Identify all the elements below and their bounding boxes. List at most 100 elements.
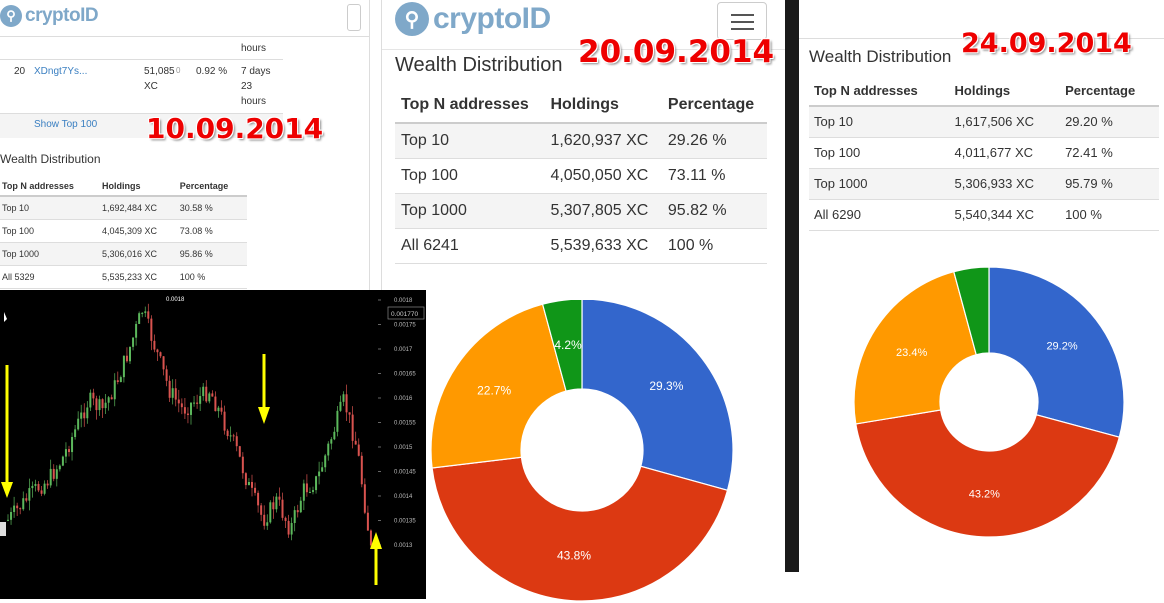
candle-body	[223, 411, 226, 431]
candle-body	[275, 496, 278, 510]
donut-slice-rest[interactable]	[541, 300, 583, 392]
holdings-cell: 5,539,633 XC	[544, 228, 662, 264]
column-header: Top N addresses	[395, 87, 545, 124]
table-row: 20 XDngt7Ys... 51,085 0 XC 0.92 % 7 days…	[0, 60, 283, 114]
date-stamp: 20.09.2014	[578, 34, 775, 70]
percent-cell: 29.26 %	[661, 123, 767, 159]
candle-body	[296, 510, 299, 513]
age-cell: 23	[241, 81, 253, 92]
candle-body	[61, 456, 64, 466]
holdings-cell: 5,306,016 XC	[99, 242, 178, 266]
candle-body	[25, 498, 28, 501]
candle-body	[336, 410, 339, 432]
candle-body	[89, 392, 92, 408]
cryptoid-logo[interactable]: ⚲ cryptoID	[395, 2, 551, 36]
wealth-distribution-title: Wealth Distribution	[395, 54, 563, 76]
wealth-distribution-table: Top N addresses Holdings Percentage Top …	[0, 176, 247, 289]
candle-body	[13, 505, 16, 512]
age-cell: hours	[241, 96, 267, 107]
candle-body	[40, 490, 43, 494]
candle-body	[37, 483, 40, 491]
candle-body	[156, 349, 159, 353]
show-top-100-link[interactable]: Show Top 100	[34, 119, 98, 130]
candle-body	[171, 388, 174, 398]
candle-body	[144, 311, 147, 313]
candle-body	[247, 481, 250, 486]
candle-body	[260, 505, 263, 515]
candle-body	[327, 443, 330, 456]
table-row: Top 10 1,692,484 XC 30.58 %	[0, 196, 247, 220]
tier-cell: Top 10	[395, 123, 545, 159]
slice-value-label: 43.8%	[557, 549, 591, 563]
donut-slice-top-101-1000[interactable]	[853, 270, 977, 425]
slice-value-label: 22.7%	[477, 384, 511, 398]
candle-body	[55, 469, 58, 479]
percent-cell: 100 %	[1060, 199, 1159, 231]
candle-body	[278, 496, 281, 500]
donut-slice-top-10[interactable]	[988, 266, 1125, 438]
price-tick-label: 0.0015	[394, 445, 413, 451]
candle-body	[71, 436, 74, 453]
holdings-cell: 4,045,309 XC	[99, 219, 178, 243]
background	[785, 572, 1164, 603]
candle-body	[159, 352, 162, 357]
tier-cell: Top 100	[395, 158, 545, 194]
candle-body	[52, 468, 55, 479]
candle-body	[251, 481, 253, 488]
donut-slice-top-10[interactable]	[581, 300, 734, 492]
panel-divider	[369, 0, 382, 290]
candle-body	[168, 380, 171, 398]
chain-link-icon: ⚲	[0, 5, 22, 27]
percent-cell: 73.08 %	[177, 219, 247, 243]
donut-slice-rest[interactable]	[953, 266, 990, 356]
candle-body	[238, 446, 241, 457]
percent-cell: 72.41 %	[1060, 137, 1159, 169]
chain-link-icon: ⚲	[395, 2, 429, 36]
candle-body	[183, 407, 186, 414]
mouse-cursor-icon	[4, 312, 7, 322]
percent-cell: 29.20 %	[1060, 106, 1159, 138]
holdings-cell: 5,306,933 XC	[949, 168, 1061, 200]
candle-body	[186, 413, 189, 415]
candle-body	[263, 514, 266, 526]
candle-body	[302, 483, 305, 501]
menu-icon	[731, 14, 754, 16]
candle-body	[208, 393, 211, 402]
candle-body	[269, 502, 272, 523]
candle-body	[363, 484, 366, 513]
candle-body	[83, 412, 86, 419]
price-label: 0.001770	[391, 311, 418, 318]
tier-cell: All 6241	[395, 228, 545, 264]
address-link[interactable]: XDngt7Ys...	[34, 66, 88, 77]
price-tick-label: 0.00145	[394, 470, 416, 476]
menu-button[interactable]	[347, 4, 361, 31]
donut-slice-top-11-100[interactable]	[431, 456, 729, 602]
candle-body	[68, 449, 70, 453]
price-tick-label: 0.0016	[394, 396, 413, 402]
holdings-unit: XC	[144, 81, 158, 92]
yellow-arrow-icon	[370, 532, 382, 585]
column-header: Percentage	[661, 87, 767, 124]
holdings-cell: 5,307,805 XC	[544, 193, 662, 229]
date-stamp: 10.09.2014	[146, 112, 324, 145]
candle-body	[19, 508, 22, 510]
candle-body	[77, 418, 80, 430]
price-tick-label: 0.0014	[394, 494, 413, 500]
candle-body	[232, 435, 235, 437]
rank-cell: 20	[14, 66, 26, 77]
column-header: Top N addresses	[809, 76, 950, 107]
percent-cell: 95.86 %	[177, 242, 247, 266]
candle-body	[22, 498, 25, 510]
candle-body	[312, 490, 314, 492]
candle-body	[220, 407, 223, 412]
scroll-handle[interactable]	[0, 522, 6, 536]
candle-body	[305, 483, 308, 493]
table-row: hours	[0, 38, 283, 60]
donut-slice-top-101-1000[interactable]	[430, 303, 567, 469]
candle-body	[49, 468, 52, 486]
donut-slice-top-11-100[interactable]	[855, 409, 1121, 538]
hamburger-menu-button[interactable]	[717, 2, 767, 40]
candle-body	[229, 435, 232, 437]
cryptoid-logo[interactable]: ⚲ cryptoID	[0, 5, 99, 27]
candle-body	[46, 483, 49, 486]
